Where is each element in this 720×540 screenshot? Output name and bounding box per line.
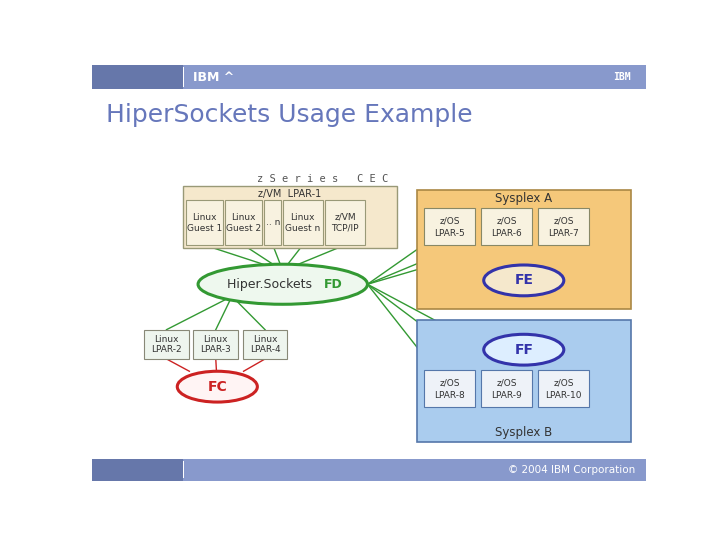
Bar [186, 200, 222, 245]
Text: LPAR-2: LPAR-2 [151, 345, 182, 354]
Bar [183, 67, 184, 87]
Bar [144, 330, 189, 359]
Text: Linux: Linux [192, 213, 217, 222]
Text: z/OS: z/OS [554, 379, 574, 388]
Text: Guest 1: Guest 1 [186, 224, 222, 233]
Text: Sysplex A: Sysplex A [495, 192, 552, 205]
Text: Guest 2: Guest 2 [226, 224, 261, 233]
Text: FD: FD [323, 278, 342, 291]
Text: z/OS: z/OS [497, 379, 517, 388]
Text: Linux: Linux [253, 335, 277, 345]
Text: FE: FE [514, 273, 534, 287]
Ellipse shape [198, 264, 367, 304]
Bar [92, 65, 183, 90]
Text: Linux: Linux [204, 335, 228, 345]
Ellipse shape [484, 265, 564, 296]
Bar [264, 200, 282, 245]
Text: Linux: Linux [154, 335, 179, 345]
Text: HiperSockets Usage Example: HiperSockets Usage Example [106, 103, 472, 127]
Text: FF: FF [514, 343, 534, 357]
Text: LPAR-9: LPAR-9 [492, 391, 522, 400]
Text: © 2004 IBM Corporation: © 2004 IBM Corporation [508, 465, 636, 475]
Bar [92, 459, 647, 481]
Bar [243, 330, 287, 359]
Text: z/VM: z/VM [334, 213, 356, 222]
Text: LPAR-8: LPAR-8 [434, 391, 465, 400]
Text: LPAR-3: LPAR-3 [200, 345, 231, 354]
Text: LPAR-4: LPAR-4 [250, 345, 280, 354]
Bar [183, 186, 397, 248]
Text: .. n: .. n [266, 218, 280, 227]
Text: z/VM  LPAR-1: z/VM LPAR-1 [258, 189, 321, 199]
Bar [425, 370, 475, 408]
Text: Linux: Linux [291, 213, 315, 222]
Text: LPAR-5: LPAR-5 [434, 228, 465, 238]
Text: z/OS: z/OS [440, 217, 460, 226]
Text: TCP/IP: TCP/IP [331, 224, 359, 233]
Text: IBM: IBM [613, 72, 631, 82]
Text: LPAR-7: LPAR-7 [549, 228, 579, 238]
Bar [225, 200, 262, 245]
Bar [417, 190, 631, 309]
Text: IBM ^: IBM ^ [194, 71, 235, 84]
Text: Sysplex B: Sysplex B [495, 427, 552, 440]
Text: z S e r i e s   C E C: z S e r i e s C E C [257, 174, 388, 184]
Bar [425, 208, 475, 245]
Text: Linux: Linux [231, 213, 256, 222]
Text: z/OS: z/OS [554, 217, 574, 226]
Ellipse shape [177, 372, 257, 402]
Bar [194, 330, 238, 359]
Ellipse shape [484, 334, 564, 365]
Bar [92, 459, 183, 481]
Bar [417, 320, 631, 442]
Bar [539, 208, 589, 245]
Bar [539, 370, 589, 408]
Bar [183, 461, 184, 478]
Text: Guest n: Guest n [285, 224, 320, 233]
Text: FC: FC [207, 380, 228, 394]
Text: z/OS: z/OS [497, 217, 517, 226]
Text: z/OS: z/OS [440, 379, 460, 388]
Bar [482, 208, 532, 245]
Bar [325, 200, 365, 245]
Text: LPAR-10: LPAR-10 [546, 391, 582, 400]
Bar [92, 65, 647, 90]
Text: Hiper.Sockets: Hiper.Sockets [228, 278, 317, 291]
Bar [283, 200, 323, 245]
Text: LPAR-6: LPAR-6 [492, 228, 522, 238]
Bar [482, 370, 532, 408]
